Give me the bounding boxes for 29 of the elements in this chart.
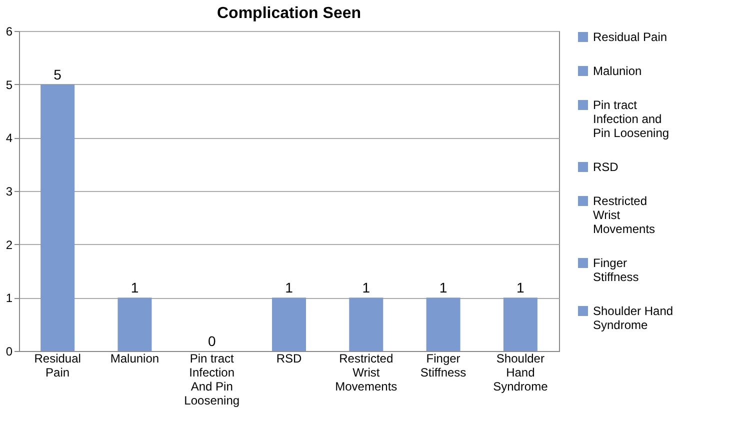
y-tick-label: 0 — [6, 344, 13, 358]
x-tick-label: Malunion — [110, 352, 160, 366]
legend-label: Restricted Wrist Movements — [593, 194, 656, 236]
y-tick-label: 2 — [6, 238, 13, 252]
x-tick-label: Restricted Wrist Movements — [335, 352, 398, 394]
data-label: 1 — [516, 280, 525, 296]
x-tick-label: RSD — [276, 352, 302, 366]
y-tick-label: 4 — [6, 131, 13, 146]
x-tick-label: Shoulder Hand Syndrome — [493, 352, 548, 394]
data-label: 1 — [362, 280, 370, 296]
y-tick-label: 5 — [6, 78, 13, 92]
data-label: 1 — [439, 280, 448, 296]
legend-label: Finger Stiffness — [593, 256, 639, 284]
y-tick-label: 1 — [6, 291, 13, 306]
x-tick-label: Pin tract Infection And Pin Loosening — [184, 352, 240, 408]
y-tick-label: 3 — [6, 184, 13, 198]
data-label: 1 — [130, 280, 139, 296]
data-label: 5 — [54, 66, 62, 82]
data-label: 0 — [208, 333, 216, 349]
legend-label: RSD — [593, 160, 619, 174]
legend-label: Residual Pain — [593, 30, 668, 44]
x-tick-label: Residual Pain — [34, 352, 81, 380]
y-tick-label: 6 — [6, 24, 13, 38]
data-label: 1 — [285, 280, 294, 296]
chart-title: Complication Seen — [216, 5, 362, 22]
x-tick-label: Finger Stiffness — [420, 352, 466, 380]
legend-label: Shoulder Hand Syndrome — [593, 304, 674, 332]
legend-label: Malunion — [593, 64, 642, 78]
legend-label: Pin tract Infection and Pin Loosening — [593, 98, 670, 140]
